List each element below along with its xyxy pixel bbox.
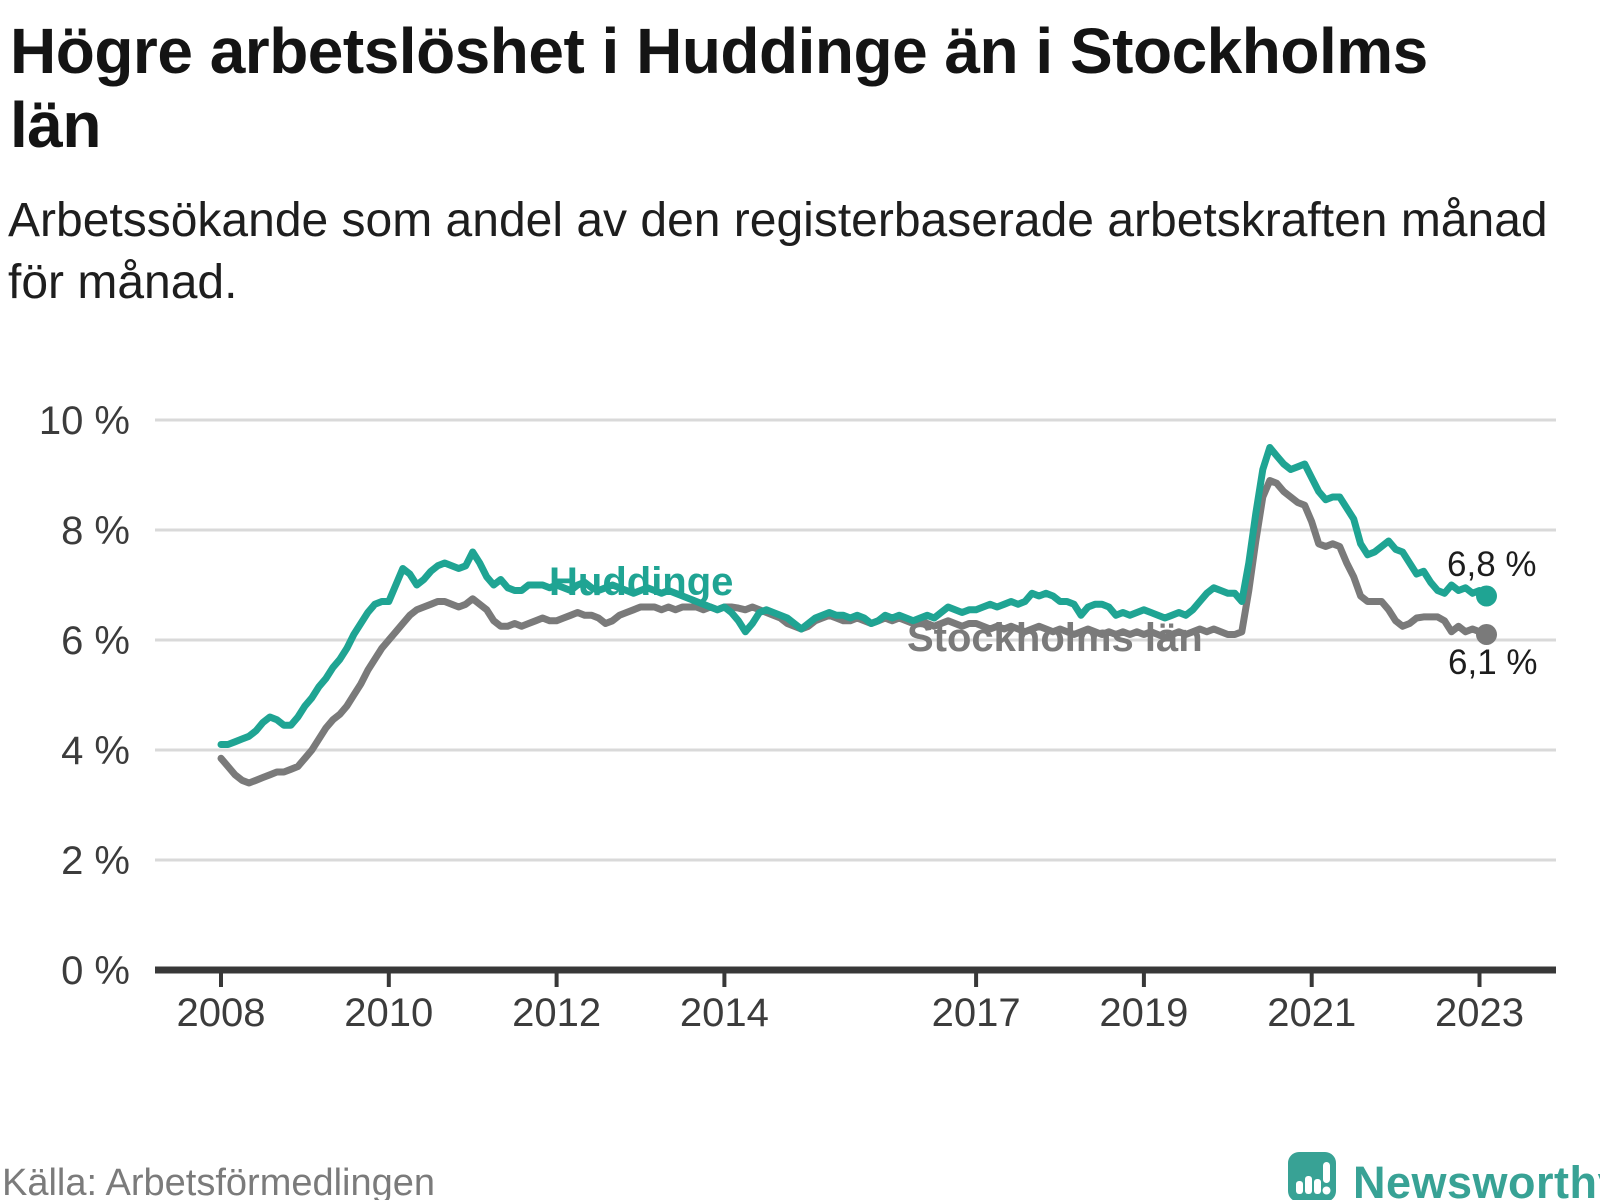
x-axis-tick-label: 2017 [932, 991, 1021, 1035]
y-axis-tick-label: 0 % [61, 949, 130, 993]
series-label-huddinge: Huddinge [549, 560, 733, 604]
y-axis-tick-label: 6 % [61, 619, 130, 663]
y-axis-tick-label: 2 % [61, 839, 130, 883]
newsworthy-logo: Newsworthy [1288, 1152, 1600, 1200]
series-label-stockholms-lan: Stockholms län [907, 616, 1203, 660]
x-axis-tick-label: 2023 [1435, 991, 1524, 1035]
end-dot-stockholms-lan [1476, 624, 1497, 645]
series-line-huddinge [217, 444, 1490, 748]
unemployment-line-chart: 0 % 2 % 4 % 6 % 8 % 10 % 2008 2010 2012 2014 2017 2… [39, 399, 1556, 1035]
end-dot-huddinge [1476, 585, 1497, 607]
x-axis-tick-label: 2014 [680, 991, 769, 1035]
end-value-label-huddinge: 6,8 % [1447, 545, 1537, 584]
newsworthy-bubble-chart-icon [1288, 1152, 1336, 1200]
chart-title: Högre arbetslöshet i Huddinge än i Stock… [10, 15, 1428, 161]
y-axis-tick-label: 4 % [61, 729, 130, 773]
source-note: Källa: Arbetsförmedlingen [2, 1162, 436, 1200]
chart-subtitle: Arbetssökande som andel av den registerb… [8, 194, 1548, 309]
x-axis-tick-label: 2008 [177, 991, 266, 1035]
x-axis-tick-label: 2012 [512, 991, 601, 1035]
end-value-label-stockholms-lan: 6,1 % [1448, 643, 1538, 682]
x-axis-tick-label: 2010 [344, 991, 433, 1035]
x-axis-tick-label: 2021 [1267, 991, 1356, 1035]
series-line-stockholms-lan [217, 477, 1490, 787]
plot-area: 0 % 2 % 4 % 6 % 8 % 10 % 2008 2010 2012 2014 2017 2… [39, 399, 1556, 1035]
x-axis-tick-label: 2019 [1099, 991, 1188, 1035]
y-axis-tick-label: 10 % [39, 399, 130, 443]
newsworthy-wordmark: Newsworthy [1353, 1157, 1600, 1200]
y-axis-tick-label: 8 % [61, 509, 130, 553]
infographic-page: Högre arbetslöshet i Huddinge än i Stock… [0, 14, 1600, 1200]
